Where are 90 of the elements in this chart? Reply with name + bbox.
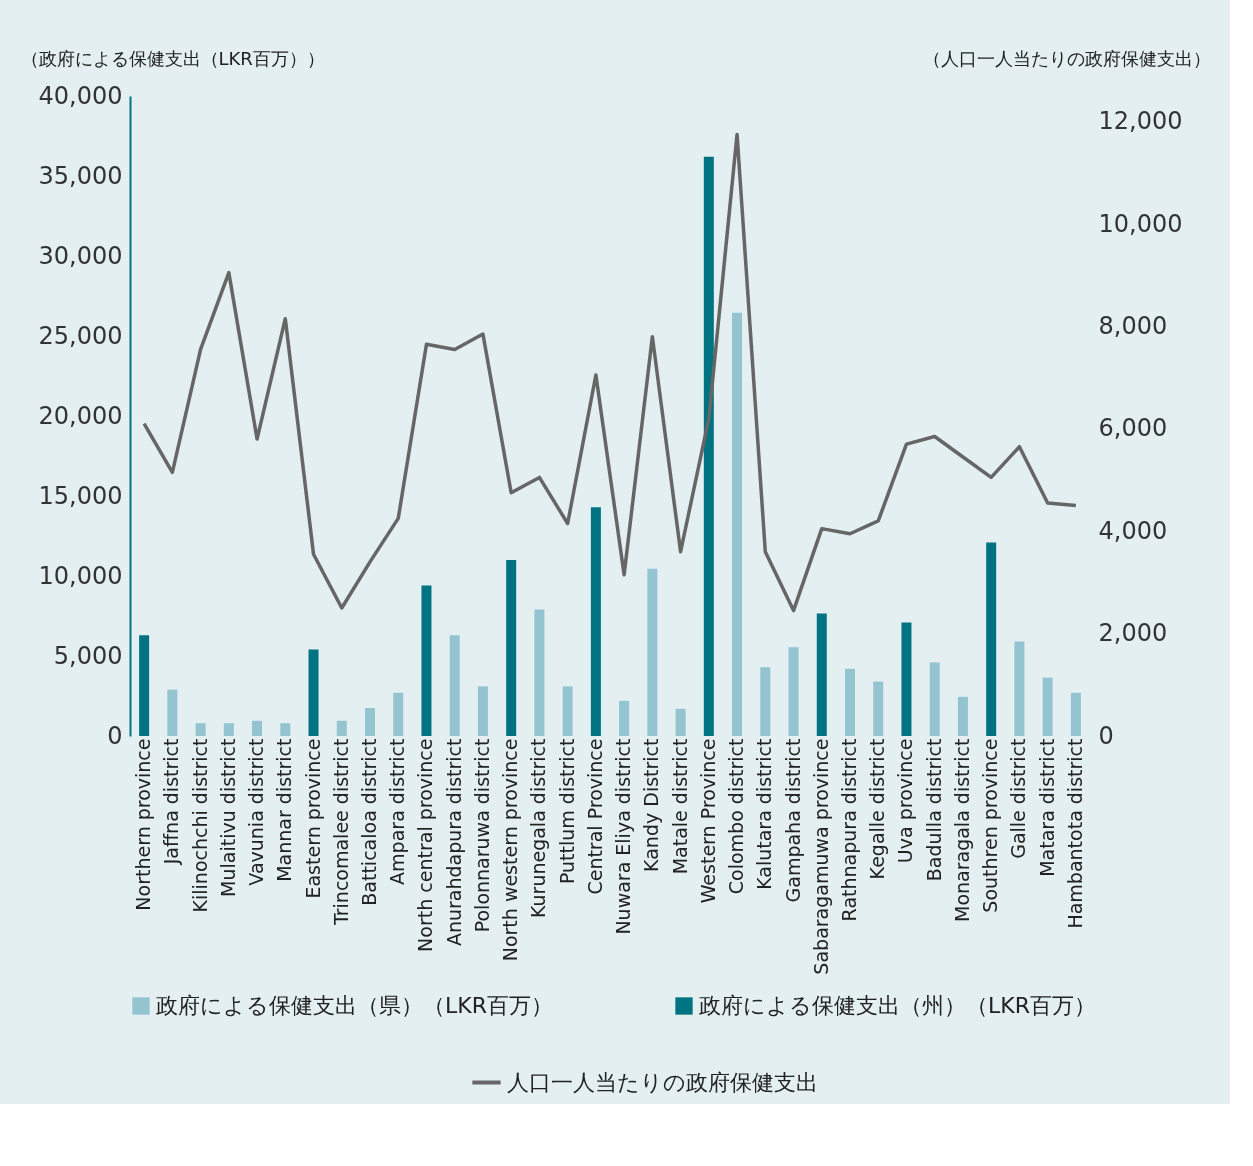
y2-tick-label: 6,000 <box>1098 414 1168 443</box>
x-tick-label: Gampaha district <box>781 738 804 903</box>
y-tick-label: 40,000 <box>38 81 123 110</box>
x-tick-label: Kurunegala district <box>527 738 550 918</box>
x-tick-label: Kandy District <box>640 738 663 872</box>
x-tick-label: Rathnapura district <box>838 738 860 922</box>
x-tick-label: Northern province <box>132 738 155 911</box>
legend-label: 政府による保健支出（県）（LKR百万） <box>156 993 553 1018</box>
bar <box>506 560 517 736</box>
y-tick-label: 15,000 <box>38 481 123 510</box>
bar <box>365 708 375 736</box>
y2-axis-title: （人口一人当たりの政府保健支出） <box>922 47 1211 69</box>
bar <box>1042 677 1053 736</box>
bar <box>788 647 799 736</box>
bar <box>816 613 827 736</box>
y-tick-label: 20,000 <box>38 401 123 430</box>
bar <box>703 156 714 736</box>
y-tick-label: 25,000 <box>38 321 123 350</box>
y-tick-label: 5,000 <box>53 641 123 670</box>
bar <box>223 723 234 736</box>
bar <box>732 312 743 736</box>
bar <box>562 686 573 736</box>
bar <box>845 668 855 736</box>
y2-tick-label: 4,000 <box>1098 516 1168 545</box>
x-tick-label: Matara district <box>1035 738 1058 877</box>
bar <box>1014 641 1025 736</box>
x-tick-label: Puttlum district <box>555 738 578 885</box>
x-tick-label: Mulaitivu district <box>216 738 239 897</box>
x-tick-label: Hambantota district <box>1063 738 1086 929</box>
y-tick-label: 35,000 <box>38 161 123 190</box>
x-tick-label: North central province <box>414 738 437 952</box>
y-tick-label: 30,000 <box>38 241 123 270</box>
x-tick-label: Polonnaruwa district <box>470 738 493 933</box>
x-tick-label: Southren province <box>979 738 1002 913</box>
bar <box>280 723 291 736</box>
line-series <box>142 132 1078 613</box>
bar <box>760 667 771 736</box>
bar <box>1070 692 1081 736</box>
x-tick-label: Western Province <box>696 738 719 904</box>
bar <box>534 609 545 736</box>
x-tick-label: Mannar district <box>273 738 296 882</box>
bar <box>901 622 912 736</box>
y2-tick-label: 12,000 <box>1098 107 1183 136</box>
bar <box>336 720 347 736</box>
x-tick-label: Galle district <box>1007 738 1030 859</box>
y2-tick-label: 8,000 <box>1098 311 1168 340</box>
x-tick-label: Sabaragamuwa province <box>809 738 832 975</box>
bar <box>647 568 658 736</box>
y2-tick-label: 0 <box>1098 721 1114 750</box>
x-tick-label: Trincomalee district <box>329 738 352 927</box>
x-tick-label: Badulla district <box>922 738 945 882</box>
bar <box>590 507 601 736</box>
x-tick-label: Kalutara district <box>753 738 776 890</box>
x-tick-label: Nuwara Eliya district <box>612 738 635 935</box>
x-tick-label: Jaffna district <box>160 738 183 866</box>
bar <box>619 700 630 736</box>
bar <box>929 662 940 736</box>
bar <box>167 689 178 736</box>
bar <box>675 708 686 736</box>
y-tick-label: 10,000 <box>38 561 123 590</box>
bar <box>308 649 319 736</box>
bar <box>873 681 884 736</box>
bar <box>449 635 460 736</box>
x-tick-label: Kegalle district <box>866 738 889 880</box>
bar <box>139 635 150 736</box>
legend-label: 政府による保健支出（州）（LKR百万） <box>699 993 1096 1018</box>
y-tick-label: 0 <box>107 721 123 750</box>
x-tick-label: Kilinochchi district <box>188 738 211 913</box>
y2-tick-label: 2,000 <box>1098 619 1168 648</box>
x-tick-label: Colombo district <box>725 738 748 895</box>
x-tick-label: Uva province <box>894 738 917 864</box>
bar <box>477 686 488 736</box>
bar <box>957 696 968 736</box>
x-tick-label: Monaragala district <box>950 738 973 922</box>
x-tick-label: Vavunia district <box>245 738 268 886</box>
bar <box>986 542 997 736</box>
legend-label: 人口一人当たりの政府保健支出 <box>507 1069 818 1095</box>
x-tick-label: Matale district <box>668 738 691 875</box>
x-tick-label: Anurahdapura district <box>442 738 465 947</box>
bar <box>421 585 432 736</box>
x-tick-label: Eastern province <box>301 738 324 899</box>
x-tick-label: Ampara district <box>386 738 409 885</box>
y2-tick-label: 10,000 <box>1098 209 1183 238</box>
bar <box>252 720 263 736</box>
x-tick-label: North western province <box>499 738 522 962</box>
x-tick-label: Central Province <box>583 738 606 895</box>
bar <box>393 692 404 736</box>
x-tick-label: Batticaloa district <box>358 738 380 906</box>
bar <box>195 723 206 736</box>
y-axis-title: （政府による保健支出（LKR百万）） <box>20 47 325 69</box>
